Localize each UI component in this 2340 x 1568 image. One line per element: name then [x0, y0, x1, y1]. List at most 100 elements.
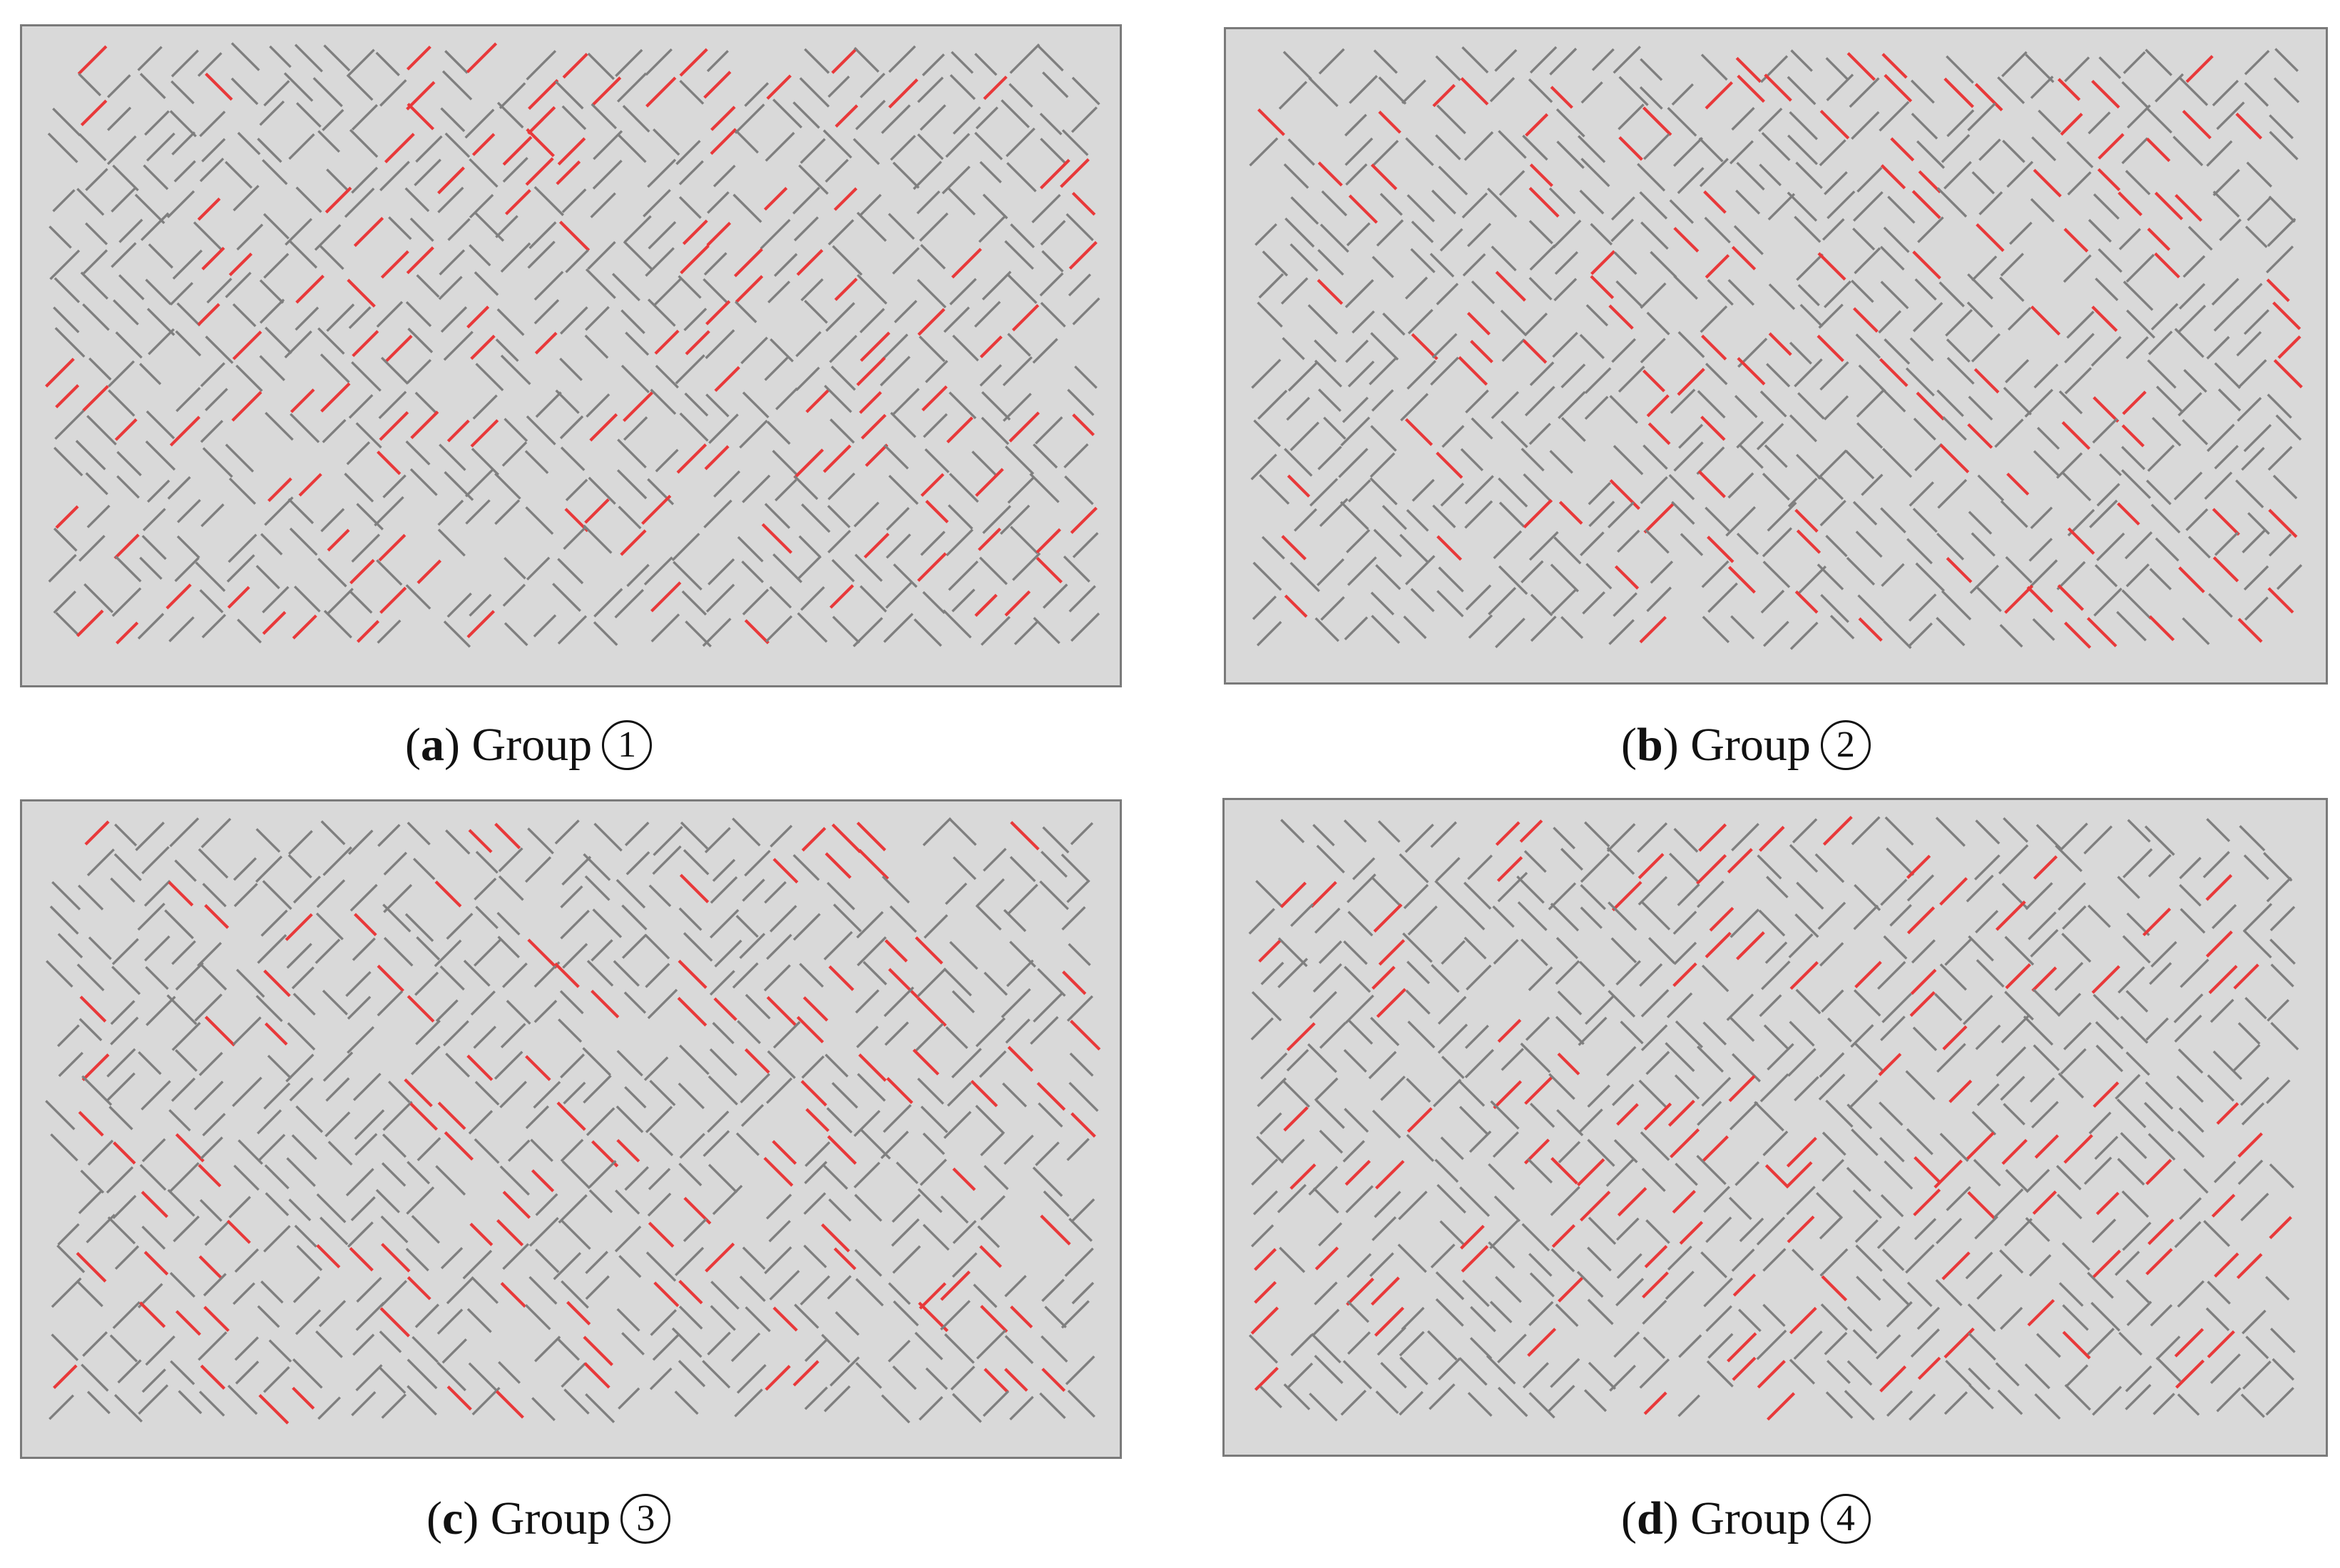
gray-segment [1434, 1159, 1459, 1183]
gray-segment [2275, 414, 2302, 441]
gray-segment [199, 1199, 223, 1222]
gray-segment [1787, 134, 1818, 165]
red-segment [81, 1053, 110, 1082]
gray-segment [2207, 424, 2235, 452]
red-segment [761, 523, 793, 554]
red-segment [258, 1393, 290, 1425]
gray-segment [106, 135, 137, 165]
gray-segment [1277, 1184, 1307, 1214]
red-segment [1917, 1356, 1941, 1380]
gray-segment [267, 1055, 292, 1080]
gray-segment [2034, 1393, 2061, 1420]
gray-segment [1817, 563, 1844, 590]
gray-segment [1914, 278, 1937, 301]
gray-segment [193, 221, 224, 252]
gray-segment [2177, 1130, 2205, 1158]
gray-segment [708, 413, 739, 444]
gray-segment [1343, 819, 1367, 843]
gray-segment [345, 1168, 374, 1197]
gray-segment [1854, 247, 1881, 275]
gray-segment [2030, 928, 2059, 958]
gray-segment [830, 365, 857, 391]
red-segment [951, 247, 982, 279]
red-segment [525, 157, 554, 186]
gray-segment [2096, 483, 2120, 507]
gray-segment [1371, 1216, 1397, 1241]
gray-segment [1033, 992, 1063, 1023]
gray-segment [922, 590, 946, 615]
gray-segment [1797, 391, 1825, 420]
gray-segment [1316, 844, 1345, 873]
gray-segment [45, 1100, 76, 1130]
red-segment [856, 821, 887, 851]
gray-segment [1851, 111, 1880, 140]
gray-segment [323, 44, 351, 72]
gray-segment [2180, 958, 2209, 988]
gray-segment [1605, 1159, 1635, 1187]
red-segment [703, 71, 732, 99]
gray-segment [1962, 995, 1993, 1025]
red-segment [2057, 78, 2081, 101]
gray-segment [287, 854, 312, 878]
gray-segment [475, 362, 504, 391]
gray-segment [1308, 77, 1339, 108]
gray-segment [2207, 1074, 2234, 1102]
red-segment [1257, 108, 1285, 136]
gray-segment [1916, 1306, 1941, 1331]
gray-segment [524, 1303, 551, 1331]
gray-segment [1978, 191, 2003, 215]
gray-segment [951, 51, 974, 74]
gray-segment [797, 612, 828, 643]
gray-segment [528, 1276, 558, 1305]
gray-segment [912, 160, 942, 190]
gray-segment [1645, 1050, 1670, 1075]
gray-segment [1587, 1139, 1615, 1167]
gray-segment [978, 215, 1007, 243]
red-segment [833, 1247, 857, 1271]
gray-segment [225, 444, 255, 473]
gray-segment [1529, 244, 1556, 271]
gray-segment [2093, 588, 2122, 617]
gray-segment [1730, 908, 1759, 938]
gray-segment [587, 241, 616, 270]
gray-segment [1063, 555, 1090, 583]
gray-segment [1317, 446, 1342, 471]
gray-segment [1470, 1306, 1496, 1333]
gray-segment [375, 1189, 400, 1214]
gray-segment [2095, 277, 2119, 302]
red-segment [1008, 411, 1040, 443]
red-segment [1639, 615, 1667, 644]
gray-segment [1068, 943, 1091, 966]
gray-segment [141, 1225, 166, 1250]
red-segment [678, 1279, 703, 1305]
gray-segment [54, 409, 85, 440]
gray-segment [675, 354, 705, 384]
gray-segment [379, 79, 407, 107]
gray-segment [1943, 1391, 1968, 1415]
gray-segment [148, 243, 174, 269]
gray-segment [1763, 1024, 1790, 1051]
gray-segment [381, 1162, 407, 1187]
red-segment [1705, 254, 1730, 279]
gray-segment [1345, 163, 1368, 186]
gray-segment [585, 1275, 610, 1300]
red-segment [705, 299, 731, 326]
red-segment [2091, 305, 2118, 332]
gray-segment [1440, 482, 1465, 507]
gray-segment [2177, 391, 2202, 416]
gray-segment [171, 131, 196, 155]
gray-segment [678, 1360, 706, 1388]
gray-segment [48, 225, 72, 249]
gray-segment [2240, 1192, 2269, 1221]
red-segment [679, 873, 710, 903]
gray-segment [234, 1336, 260, 1361]
gray-segment [892, 1245, 921, 1274]
gray-segment [2030, 198, 2055, 222]
red-segment [766, 74, 792, 100]
red-segment [1854, 960, 1882, 988]
gray-segment [1697, 1045, 1724, 1073]
gray-segment [377, 824, 401, 847]
gray-segment [1310, 1333, 1342, 1364]
gray-segment [1588, 1361, 1616, 1390]
gray-segment [111, 242, 137, 268]
